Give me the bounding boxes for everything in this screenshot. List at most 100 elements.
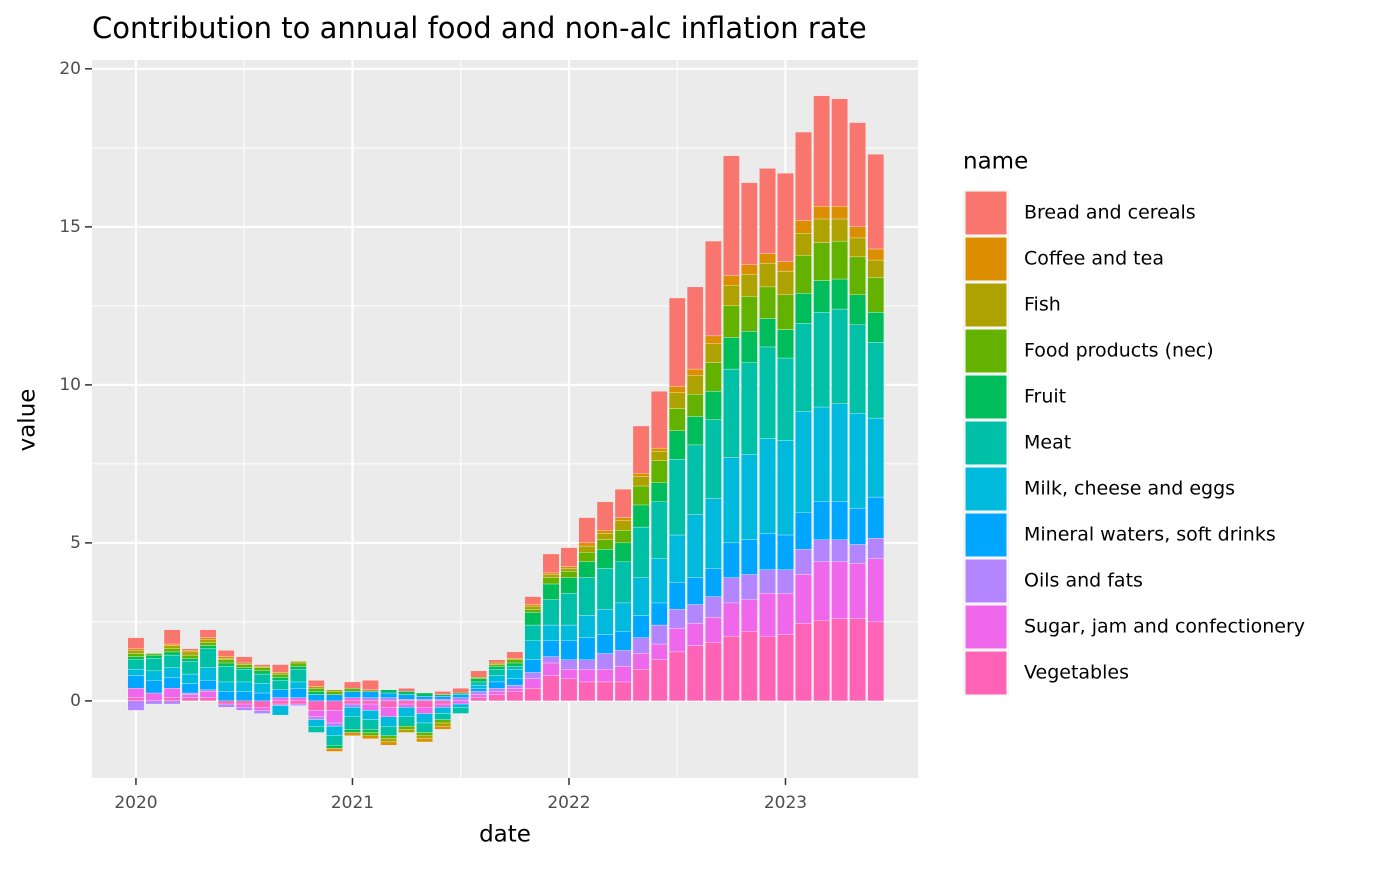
bar-segment <box>290 661 307 664</box>
bar-segment <box>614 631 632 651</box>
bar-segment <box>759 253 776 264</box>
bar-segment <box>849 237 866 258</box>
bar-segment <box>596 539 614 550</box>
legend-label: Bread and cereals <box>1024 202 1196 224</box>
bar-segment <box>127 637 145 649</box>
bar-segment <box>272 673 289 678</box>
bar-segment <box>380 741 397 746</box>
bar-segment <box>741 454 758 540</box>
bar-segment <box>632 425 650 474</box>
bar-segment <box>578 669 596 683</box>
bar-segment <box>867 154 885 250</box>
bar-segment <box>705 391 722 420</box>
bar-segment <box>470 684 487 689</box>
bar-segment <box>163 643 181 646</box>
bar-segment <box>578 552 596 562</box>
bar-segment <box>416 692 433 697</box>
bar-segment <box>596 634 614 654</box>
bar-segment <box>650 659 668 702</box>
bar-segment <box>416 707 433 714</box>
bar-segment <box>181 654 199 659</box>
bar-segment <box>308 710 325 717</box>
bar-segment <box>650 460 668 483</box>
bar-segment <box>163 700 181 705</box>
bar-segment <box>290 700 307 705</box>
bar-segment <box>181 697 199 702</box>
legend-swatch <box>964 466 1008 512</box>
bar-segment <box>434 699 452 702</box>
bar-segment <box>344 703 361 708</box>
bar-segment <box>452 697 469 702</box>
bar-segment <box>650 624 668 645</box>
bar-segment <box>217 681 235 692</box>
bar-segment <box>614 665 632 683</box>
bar-segment <box>741 330 758 363</box>
bar-segment <box>416 696 433 700</box>
bar-segment <box>380 735 397 739</box>
bar-segment <box>741 264 758 275</box>
bar-segment <box>741 182 758 265</box>
bar-segment <box>398 707 415 717</box>
bar-segment <box>686 444 704 515</box>
legend-swatch <box>964 190 1008 236</box>
bar-segment <box>686 514 704 578</box>
bar-segment <box>723 155 740 276</box>
legend-label: Fruit <box>1024 386 1066 408</box>
bar-segment <box>650 391 668 449</box>
bar-segment <box>344 688 361 692</box>
bar-segment <box>362 719 379 730</box>
bar-segment <box>542 553 560 574</box>
y-tick-label: 15 <box>59 217 81 237</box>
legend-label: Milk, cheese and eggs <box>1024 478 1235 500</box>
bar-segment <box>614 602 632 632</box>
bar-segment <box>614 542 632 562</box>
bar-segment <box>253 683 271 694</box>
bar-segment <box>813 206 830 220</box>
bar-segment <box>777 569 794 594</box>
bar-segment <box>380 700 397 708</box>
bar-segment <box>741 574 758 600</box>
bar-segment <box>181 683 199 694</box>
bar-segment <box>795 623 812 702</box>
bar-segment <box>650 501 668 559</box>
bar-segment <box>163 629 181 645</box>
bar-segment <box>813 539 830 562</box>
bar-segment <box>398 688 415 692</box>
bar-segment <box>217 703 235 708</box>
bar-segment <box>705 498 722 569</box>
bar-segment <box>344 691 361 698</box>
legend-swatch <box>964 282 1008 328</box>
bar-segment <box>199 689 217 692</box>
bar-segment <box>308 700 325 711</box>
bar-segment <box>416 699 433 702</box>
bar-segment <box>542 572 560 575</box>
bar-segment <box>831 539 848 562</box>
bar-segment <box>759 438 776 534</box>
bar-segment <box>705 240 722 337</box>
bar-segment <box>290 688 307 698</box>
bar-segment <box>867 248 885 261</box>
bar-segment <box>542 624 560 641</box>
bar-segment <box>326 748 343 752</box>
legend-label: Mineral waters, soft drinks <box>1024 524 1276 546</box>
bar-segment <box>398 691 415 695</box>
bar-segment <box>542 577 560 585</box>
bar-segment <box>668 430 686 460</box>
bar-segment <box>398 699 415 702</box>
legend-label: Meat <box>1024 432 1071 454</box>
bar-segment <box>723 542 740 578</box>
bar-segment <box>488 691 506 695</box>
bar-segment <box>867 537 885 559</box>
bar-segment <box>650 482 668 502</box>
bar-segment <box>578 542 596 547</box>
bar-segment <box>163 645 181 649</box>
bar-segment <box>308 694 325 702</box>
bar-segment <box>452 703 469 708</box>
bar-segment <box>542 675 560 702</box>
legend: Bread and cereals Coffee and tea Fish Food … <box>963 190 1305 696</box>
bar-segment <box>290 703 307 706</box>
bar-segment <box>253 664 271 667</box>
bar-segment <box>380 726 397 736</box>
bar-segment <box>813 280 830 313</box>
bar-segment <box>362 732 379 736</box>
